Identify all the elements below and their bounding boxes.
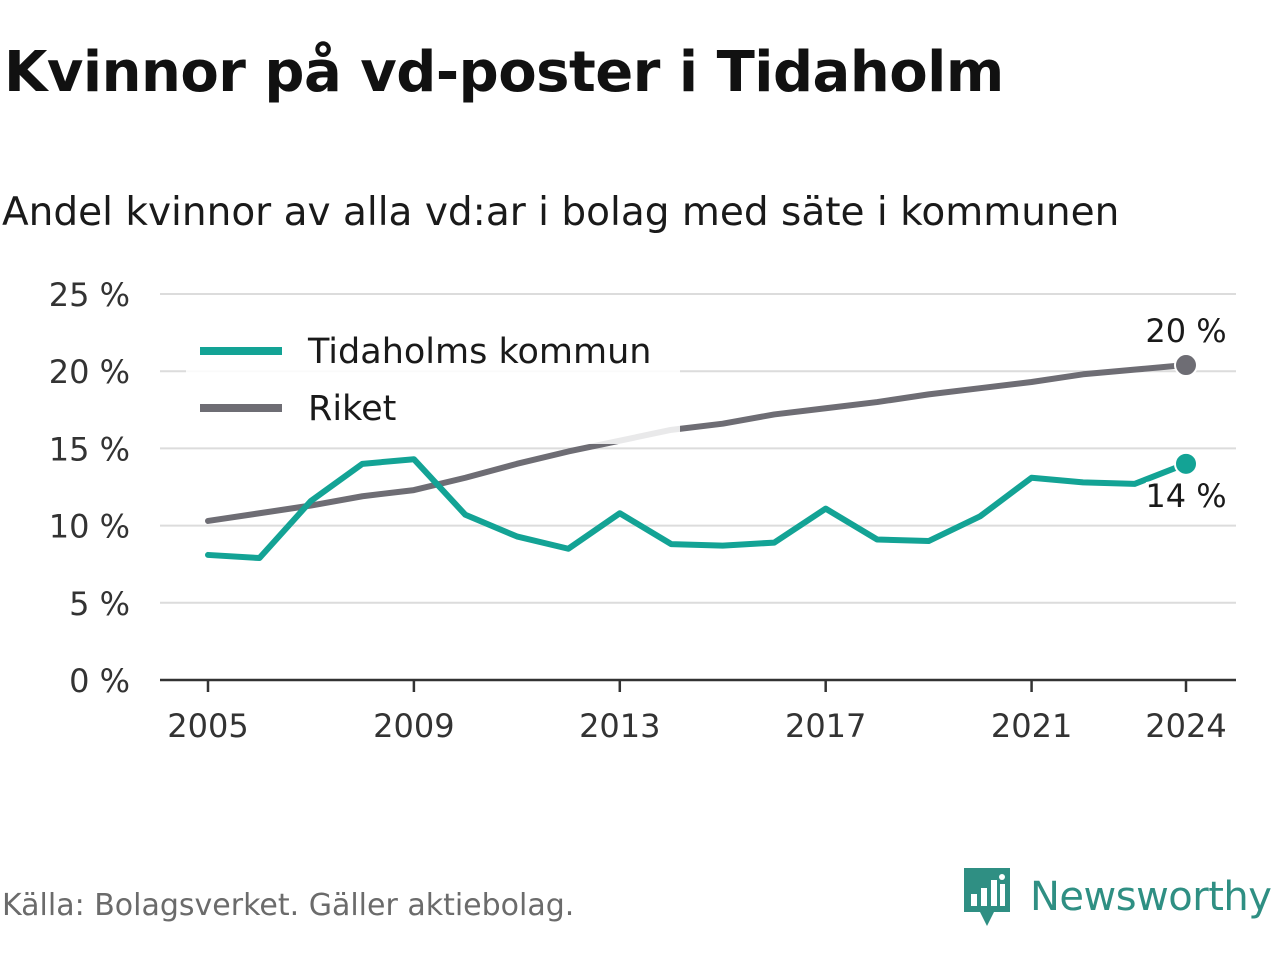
chart-subtitle: Andel kvinnor av alla vd:ar i bolag med … bbox=[2, 190, 1120, 235]
x-tick-label: 2017 bbox=[785, 707, 866, 745]
series-line-riket bbox=[205, 362, 1189, 524]
brand[interactable]: Newsworthy bbox=[962, 862, 1272, 932]
x-tick-label: 2024 bbox=[1145, 707, 1226, 745]
y-tick-label: 20 % bbox=[49, 353, 130, 391]
series-line-tidaholms-kommun bbox=[205, 456, 1189, 562]
legend-label: Tidaholms kommun bbox=[307, 332, 651, 372]
y-tick-label: 5 % bbox=[69, 585, 130, 623]
end-labels: 20 % 14 % bbox=[1142, 309, 1229, 518]
y-tick-label: 0 % bbox=[69, 662, 130, 700]
y-axis-tick-labels: 0 % 5 % 10 % 15 % 20 % 25 % bbox=[49, 276, 130, 700]
line-chart: 0 %5 %10 %15 %20 %25 % 2005 2009 2013 2017 2… bbox=[49, 276, 1236, 745]
legend-label: Riket bbox=[308, 389, 396, 429]
x-tick-label: 2013 bbox=[579, 707, 660, 745]
legend-background bbox=[186, 322, 680, 444]
series-lines bbox=[205, 353, 1198, 562]
end-point-marker bbox=[1174, 353, 1198, 378]
chart-title: Kvinnor på vd-poster i Tidaholm bbox=[4, 40, 1004, 105]
y-tick-label: 15 % bbox=[49, 430, 130, 468]
brand-name: Newsworthy bbox=[1030, 874, 1272, 920]
source-note: Källa: Bolagsverket. Gäller aktiebolag. bbox=[2, 888, 575, 923]
newsworthy-logo-icon bbox=[964, 868, 1010, 926]
y-tick-label: 25 % bbox=[49, 276, 130, 314]
x-tick-label: 2005 bbox=[167, 707, 248, 745]
end-label-riket: 20 % bbox=[1145, 312, 1226, 350]
end-label-tidaholm: 14 % bbox=[1145, 477, 1226, 515]
x-tick-label: 2021 bbox=[991, 707, 1072, 745]
x-tick-label: 2009 bbox=[373, 707, 454, 745]
end-point-marker bbox=[1174, 451, 1198, 476]
y-tick-label: 10 % bbox=[49, 508, 130, 546]
legend: Tidaholms kommun Riket bbox=[186, 322, 680, 444]
x-axis: 2005 2009 2013 2017 2021 2024 bbox=[160, 678, 1236, 745]
